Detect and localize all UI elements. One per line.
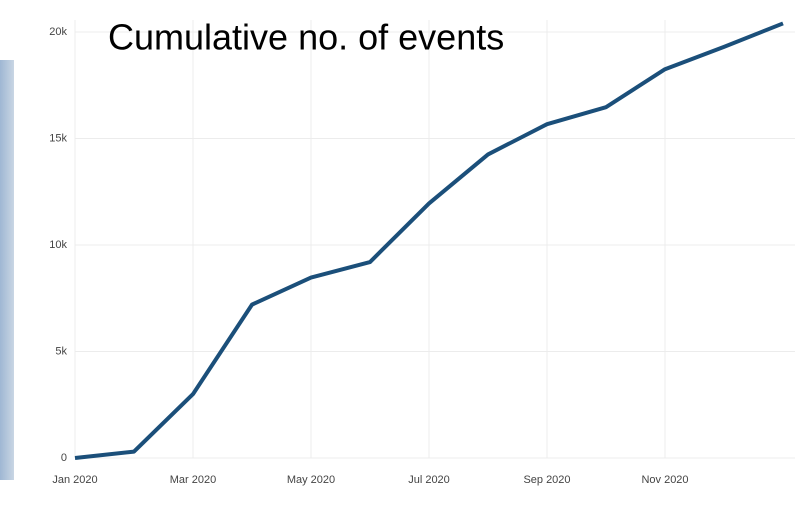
plot: 0 5k 10k 15k 20k Jan 2020 Mar 2020 May 2020 Jul … (49, 20, 795, 486)
y-tick-label: 0 (61, 452, 67, 464)
line (74, 21, 784, 460)
chart-title: Cumulative no. of events (108, 17, 504, 58)
x-tick-label: Jan 2020 (52, 474, 97, 486)
x-tick-label: Mar 2020 (170, 474, 216, 486)
y-tick-label: 10k (49, 239, 67, 251)
x-tick-label: Sep 2020 (523, 474, 570, 486)
y-tick-label: 5k (55, 345, 67, 357)
y-tick-label: 15k (49, 132, 67, 144)
x-tick-label: May 2020 (287, 474, 335, 486)
background-image (0, 60, 14, 480)
y-tick-label: 20k (49, 26, 67, 38)
x-tick-label: Nov 2020 (641, 474, 688, 486)
x-tick-label: Jul 2020 (408, 474, 450, 486)
